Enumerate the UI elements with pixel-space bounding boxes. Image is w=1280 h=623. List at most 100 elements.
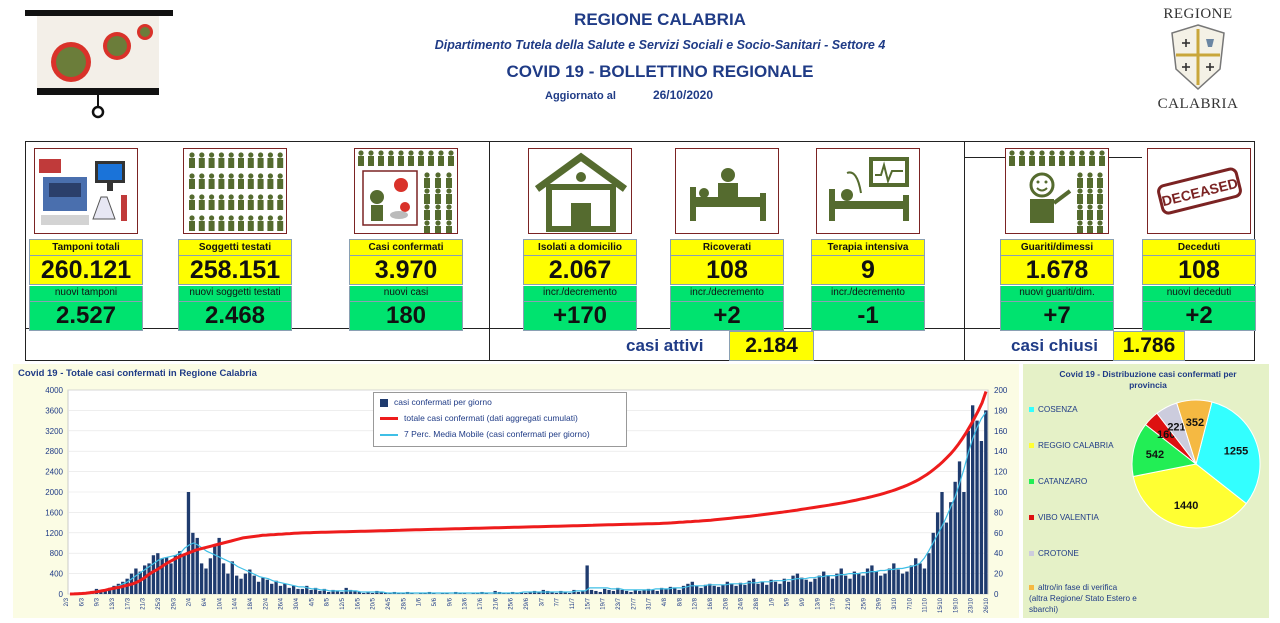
person-figure-icon: [228, 215, 235, 231]
daily-cases-bar: [914, 558, 918, 594]
x-tick-label: 17/6: [478, 597, 484, 609]
y-left-tick-label: 0: [59, 590, 64, 599]
x-tick-label: 6/4: [202, 597, 208, 606]
x-tick-label: 26/4: [279, 597, 285, 609]
daily-cases-bar: [348, 589, 353, 594]
person-figure-icon: [435, 220, 441, 233]
x-tick-label: 31/7: [647, 597, 653, 609]
daily-cases-bar: [370, 592, 375, 594]
x-tick-label: 4/5: [309, 597, 315, 606]
person-figure-icon: [257, 173, 264, 189]
card-delta: +170: [523, 302, 637, 331]
daily-cases-bar: [230, 561, 234, 594]
pie-legend-reggio-calabria: REGGIO CALABRIA: [1029, 440, 1114, 451]
daily-cases-bar: [835, 573, 839, 594]
daily-cases-bar: [589, 589, 594, 594]
person-figure-icon: [1099, 150, 1105, 166]
daily-cases-bar: [975, 420, 979, 594]
daily-cases-bar: [677, 589, 681, 594]
daily-cases-bar: [773, 581, 778, 594]
daily-cases-bar: [813, 578, 817, 594]
pie-legend-catanzaro: CATANZARO: [1029, 476, 1087, 487]
daily-cases-bar: [563, 591, 567, 594]
pie-slice-label: 352: [1186, 417, 1204, 429]
x-tick-label: 4/8: [662, 597, 668, 606]
daily-cases-bar: [808, 581, 813, 594]
daily-cases-bar: [607, 589, 611, 594]
x-tick-label: 17/9: [831, 597, 837, 609]
daily-cases-bar: [603, 588, 607, 594]
person-figure-icon: [1097, 172, 1103, 188]
x-tick-label: 8/5: [325, 597, 331, 606]
person-figure-icon: [218, 173, 225, 189]
person-figure-icon: [388, 150, 394, 166]
person-figure-icon: [446, 188, 452, 204]
legend-item-daily: casi confermati per giorno: [380, 397, 492, 407]
active-cases-value: 2.184: [729, 331, 814, 361]
cases-chart-panel: Covid 19 - Totale casi confermati in Reg…: [13, 364, 1019, 618]
y-left-tick-label: 3200: [45, 427, 63, 436]
daily-cases-bar: [186, 492, 191, 594]
intensive-care-icon: [816, 148, 920, 234]
daily-cases-bar: [900, 573, 905, 594]
daily-cases-bar: [918, 563, 922, 594]
card-label: Soggetti testati: [178, 239, 292, 256]
daily-cases-bar: [576, 591, 581, 594]
bulletin-title: COVID 19 - BOLLETTINO REGIONALE: [506, 62, 814, 81]
x-tick-label: 11/10: [923, 597, 929, 612]
recovered-person-icon: [1005, 148, 1109, 234]
divider-bottom: [26, 328, 1255, 329]
person-figure-icon: [1039, 150, 1045, 166]
y-left-tick-label: 4000: [45, 386, 63, 395]
x-tick-label: 17/3: [125, 597, 131, 609]
legend-item-moving-average: 7 Perc. Media Mobile (casi confermati pe…: [380, 429, 590, 439]
daily-cases-bar: [278, 585, 283, 594]
daily-cases-bar: [966, 430, 970, 594]
y-right-tick-label: 80: [994, 508, 1003, 517]
person-figure-icon: [247, 215, 254, 231]
person-figure-icon: [1059, 150, 1065, 166]
person-figure-icon: [1089, 150, 1095, 166]
person-figure-icon: [218, 152, 225, 168]
daily-cases-bar: [927, 553, 931, 594]
daily-cases-bar: [116, 583, 121, 594]
daily-cases-bar: [782, 578, 786, 594]
person-figure-icon: [238, 215, 244, 231]
pie-slice-label: 1255: [1224, 446, 1248, 458]
cumulative-cases-line: [69, 391, 988, 596]
pie-legend-label: REGGIO CALABRIA: [1038, 441, 1114, 450]
person-figure-icon: [1097, 204, 1103, 220]
x-tick-label: 9/9: [800, 597, 806, 606]
person-figure-icon: [418, 150, 424, 166]
daily-cases-bar: [160, 558, 164, 594]
person-figure-icon: [267, 152, 274, 168]
person-figure-icon: [218, 194, 225, 210]
person-figure-icon: [1029, 150, 1035, 166]
legend-item-cumulative: totale casi confermati (dati aggregati c…: [380, 413, 578, 423]
person-figure-icon: [189, 194, 195, 210]
person-figure-icon: [247, 152, 254, 168]
daily-cases-bar: [830, 578, 835, 594]
house-icon: [528, 148, 632, 234]
person-figure-icon: [1087, 172, 1093, 188]
daily-cases-bar: [248, 569, 252, 594]
x-tick-label: 25/6: [509, 597, 515, 609]
daily-cases-bar: [528, 591, 532, 594]
card-delta: +2: [1142, 302, 1256, 331]
person-figure-icon: [448, 150, 454, 166]
deceased-stamp-icon: DECEASED: [1147, 148, 1251, 234]
person-figure-icon: [267, 215, 274, 231]
x-tick-label: 5/9: [785, 597, 791, 606]
pie-legend-swatch: [1029, 443, 1034, 449]
region-title: REGIONE CALABRIA: [574, 10, 746, 29]
y-right-tick-label: 140: [994, 447, 1008, 456]
daily-cases-bar: [620, 589, 624, 594]
daily-cases-bar: [909, 565, 913, 594]
person-figure-icon: [1019, 150, 1025, 166]
daily-cases-bar: [747, 580, 751, 594]
legend-swatch-moving-average: [380, 434, 398, 436]
daily-cases-bar: [624, 590, 629, 594]
person-figure-icon: [257, 194, 264, 210]
y-right-tick-label: 120: [994, 468, 1008, 477]
y-right-tick-label: 60: [994, 529, 1003, 538]
